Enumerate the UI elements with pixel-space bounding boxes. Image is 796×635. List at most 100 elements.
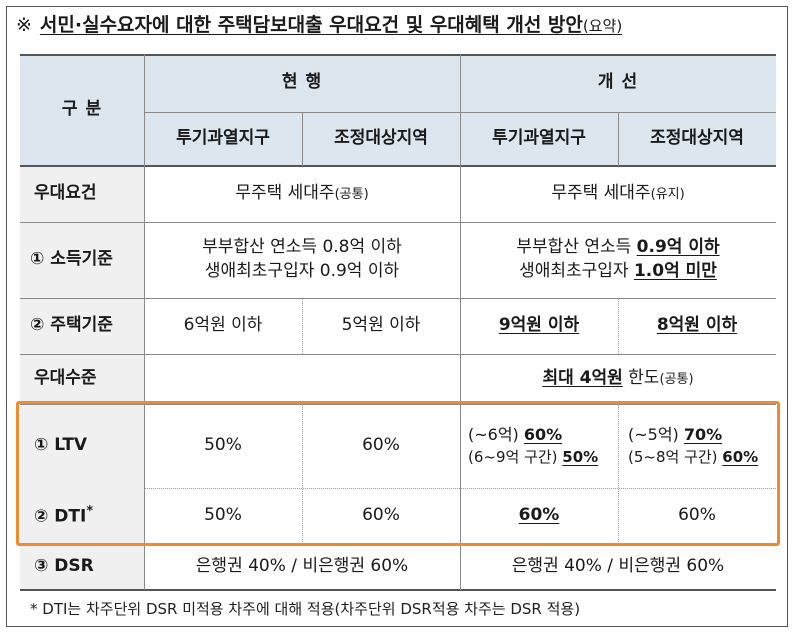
header-bottom-rule [20,165,776,167]
dsr-improved: 은행권 40% / 비은행권 60% [460,544,776,590]
column-divider [302,298,303,354]
ltv-range-label: (6~9억 구간) [468,447,563,466]
ltv-range-value: 70% [683,425,723,445]
row-label-text: ① LTV [34,435,88,456]
ltv-range-label: (~6억) [468,425,524,445]
header-category-label: 구 분 [61,99,103,120]
ltv-current-adjusted: 60% [302,404,460,488]
page-title: ※ 서민·실수요자에 대한 주택담보대출 우대요건 및 우대혜택 개선 방안(요약… [16,10,622,37]
row-label-text: 우대수준 [34,368,97,389]
ltv-value: 50% [204,435,242,456]
row-divider [20,298,776,299]
requirement-improved-note: (유지) [650,187,685,203]
income-current-line2: 생애최초구입자 0.9억 이하 [204,261,400,281]
housing-current-speculative: 6억원 이하 [144,298,302,354]
level-current [144,354,460,404]
income-improved-line2-value: 1.0억 미만 [633,261,717,281]
content-frame [6,6,788,627]
header-current-label: 현 행 [281,72,323,93]
dsr-value: 은행권 40% / 비은행권 60% [195,556,409,577]
ltv-range-value: 60% [523,425,563,445]
header-zone-label: 조정대상지역 [650,128,744,149]
row-label-text: ② 주택기준 [30,315,113,336]
column-divider [460,54,461,590]
housing-value: 5억원 이하 [341,315,421,336]
row-label-dti: ② DTI* [20,488,144,544]
requirement-current: 무주택 세대주(공통) [144,166,460,222]
column-divider [618,298,619,354]
level-improved-suffix: 한도 [622,368,660,389]
income-improved-line1-prefix: 부부합산 연소득 [516,237,637,258]
footnote: * DTI는 차주단위 DSR 미적용 차주에 대해 적용(차주단위 DSR적용… [30,600,581,618]
level-improved-value: 최대 4억원 [542,368,623,389]
row-label-income: ① 소득기준 [20,222,144,298]
dti-footnote-mark: * [86,503,94,519]
column-divider [302,112,303,166]
dti-value: 60% [518,505,560,526]
ltv-range-label: (~5억) [628,425,684,445]
requirement-improved-text: 무주택 세대주 [551,183,651,204]
income-current: 부부합산 연소득 0.8억 이하 생애최초구입자 0.9억 이하 [144,222,460,298]
header-zone-label: 투기과열지구 [176,128,270,149]
income-current-line1: 부부합산 연소득 0.8억 이하 [202,237,402,258]
dti-improved-adjusted: 60% [618,488,776,544]
dti-value: 60% [362,505,400,526]
ltv-range-value: 60% [722,447,759,466]
level-improved-note: (공통) [659,372,694,388]
header-improved-label: 개 선 [597,72,639,93]
column-divider [302,404,303,544]
ltv-range-value: 50% [562,447,599,466]
housing-current-adjusted: 5억원 이하 [302,298,460,354]
row-divider [20,354,776,355]
header-improved-speculative: 투기과열지구 [460,112,618,166]
level-improved: 최대 4억원 한도(공통) [460,354,776,404]
dsr-value: 은행권 40% / 비은행권 60% [511,556,725,577]
dti-current-speculative: 50% [144,488,302,544]
header-current-speculative: 투기과열지구 [144,112,302,166]
row-divider [20,222,776,223]
requirement-current-text: 무주택 세대주 [235,183,335,204]
comparison-table: 구 분 현 행 개 선 투기과열지구 조정대상지역 투기과열지구 조정대상지역 … [20,54,776,591]
row-label-text: 우대요건 [34,183,97,204]
row-label-ltv: ① LTV [20,404,144,488]
ltv-value: 60% [362,435,400,456]
housing-value: 6억원 이하 [183,315,263,336]
column-divider [618,112,619,166]
requirement-current-note: (공통) [334,187,369,203]
ltv-improved-adjusted: (~5억) 70% (5~8억 구간) 60% [618,404,776,488]
header-zone-label: 투기과열지구 [492,128,586,149]
column-divider [144,54,145,590]
housing-value: 8억원 이하 [656,315,738,336]
column-divider [618,404,619,544]
header-zone-label: 조정대상지역 [334,128,428,149]
dti-value: 50% [204,505,242,526]
header-improved: 개 선 [460,54,776,112]
ltv-current-speculative: 50% [144,404,302,488]
row-label-requirement: 우대요건 [20,166,144,222]
row-label-text: ② DTI [34,506,87,527]
row-label-dsr: ③ DSR [20,544,144,590]
header-current: 현 행 [144,54,460,112]
header-improved-adjusted: 조정대상지역 [618,112,776,166]
title-paren: (요약) [582,17,623,35]
header-current-adjusted: 조정대상지역 [302,112,460,166]
ltv-range-label: (5~8억 구간) [628,447,723,466]
ltv-improved-speculative: (~6억) 60% (6~9억 구간) 50% [460,404,618,488]
housing-improved-speculative: 9억원 이하 [460,298,618,354]
income-improved: 부부합산 연소득 0.9억 이하 생애최초구입자 1.0억 미만 [460,222,776,298]
income-improved-line2-prefix: 생애최초구입자 [519,261,634,281]
dti-improved-speculative: 60% [460,488,618,544]
title-main: 서민·실수요자에 대한 주택담보대출 우대요건 및 우대혜택 개선 방안 [39,14,583,36]
dti-current-adjusted: 60% [302,488,460,544]
row-label-text: ③ DSR [34,556,94,577]
dsr-current: 은행권 40% / 비은행권 60% [144,544,460,590]
table-bottom-rule [20,589,776,591]
reference-mark: ※ [16,14,32,36]
row-divider [20,404,776,405]
table-top-rule [20,54,776,56]
housing-improved-adjusted: 8억원 이하 [618,298,776,354]
requirement-improved: 무주택 세대주(유지) [460,166,776,222]
income-improved-line1-value: 0.9억 이하 [636,237,720,258]
row-label-text: ① 소득기준 [30,249,113,270]
header-category: 구 분 [20,54,144,166]
